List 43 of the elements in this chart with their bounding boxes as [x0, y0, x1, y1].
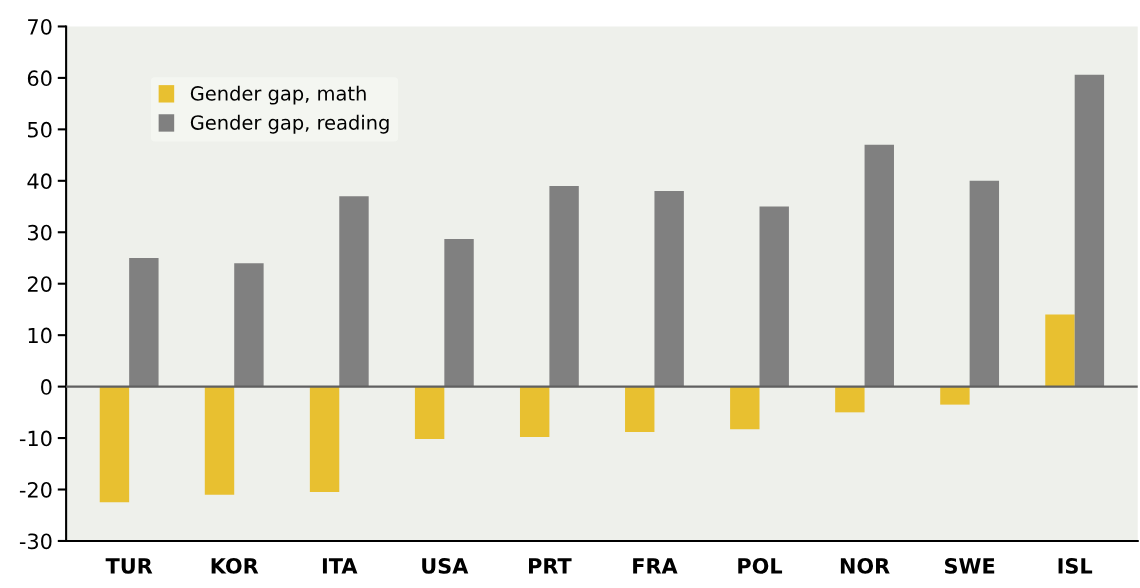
y-tick-label: 50	[28, 121, 52, 138]
y-tick-label: 0	[41, 379, 52, 395]
bar	[129, 257, 159, 387]
y-tick-label: 30	[28, 224, 52, 241]
x-tick-label: ITA	[322, 558, 358, 574]
bar	[730, 386, 760, 430]
x-tick-label: TUR	[105, 558, 153, 574]
bar	[99, 386, 130, 503]
y-tick-label: 40	[27, 173, 52, 190]
bar	[549, 185, 579, 387]
x-tick-label: NOR	[840, 557, 890, 574]
bar	[969, 180, 1000, 387]
bar	[835, 386, 865, 413]
bar	[625, 386, 655, 432]
y-tick-label: -30	[19, 533, 52, 550]
bar	[654, 191, 684, 387]
y-tick-label: -10	[19, 430, 52, 447]
x-tick-label: POL	[738, 557, 783, 574]
y-tick-label: 60	[27, 70, 52, 87]
y-tick-label: 20	[27, 276, 52, 292]
y-tick-label: -20	[19, 481, 52, 498]
bar	[339, 196, 369, 387]
bar	[444, 238, 474, 387]
bar	[234, 263, 264, 387]
x-tick-label: PRT	[529, 558, 572, 574]
bar	[204, 386, 235, 495]
bar	[309, 386, 340, 493]
bar	[759, 206, 789, 387]
x-tick-label: USA	[422, 557, 469, 574]
x-tick-label: KOR	[211, 557, 259, 574]
x-tick-label: ISL	[1058, 557, 1093, 574]
bar	[940, 386, 970, 405]
y-tick-label: 10	[28, 327, 52, 344]
bar	[864, 144, 894, 387]
bar	[519, 386, 550, 438]
y-tick-label: 70	[28, 18, 52, 35]
bar	[414, 386, 445, 440]
bar	[1045, 314, 1075, 387]
legend-label: Gender gap, reading	[190, 114, 389, 134]
bar	[1074, 74, 1105, 387]
x-tick-label: SWE	[945, 557, 995, 574]
legend-label: Gender gap, math	[190, 85, 366, 105]
x-tick-label: FRA	[633, 558, 678, 574]
